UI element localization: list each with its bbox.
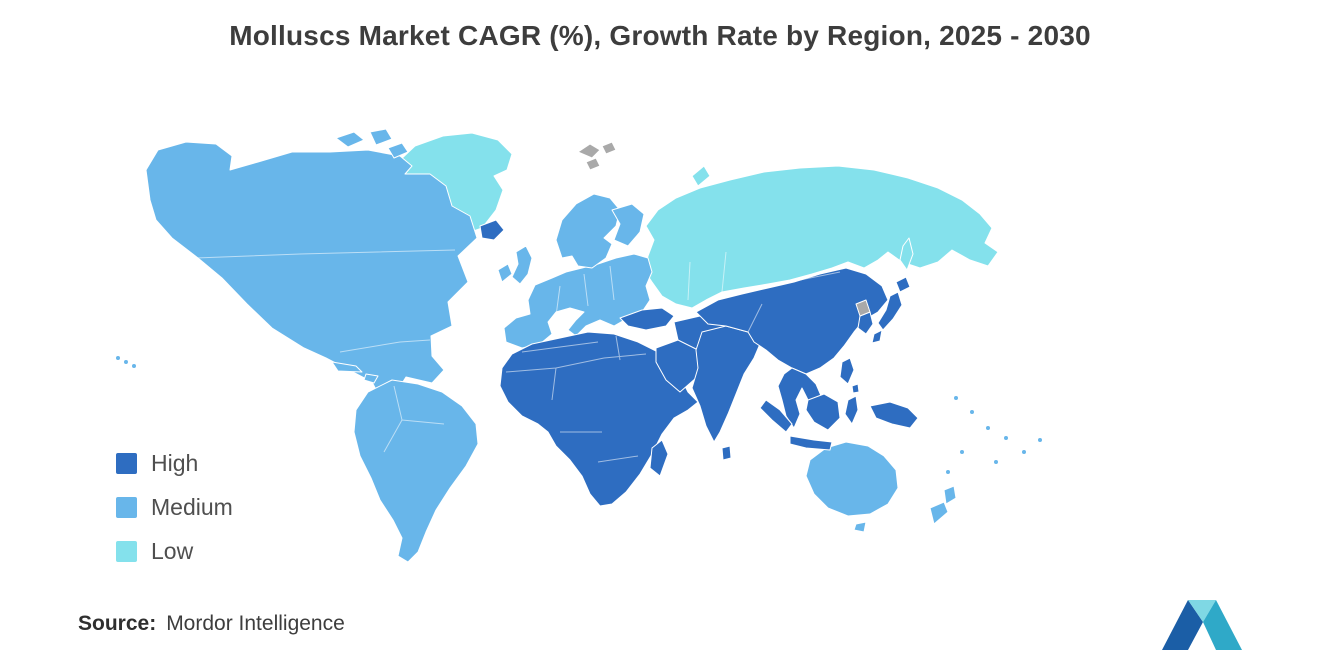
region-arctic-island-2	[369, 128, 393, 146]
region-sulawesi	[844, 395, 859, 425]
legend-label-medium: Medium	[151, 494, 233, 520]
region-iceland	[479, 219, 505, 241]
logo-left-shape	[1162, 600, 1203, 650]
island-dot	[946, 470, 950, 474]
region-svalbard-1	[577, 143, 601, 159]
island-dot	[986, 426, 990, 430]
region-japan-kyushu	[871, 329, 883, 344]
source-label: Source:	[78, 612, 157, 635]
region-philippines	[839, 357, 855, 385]
island-dot	[994, 460, 998, 464]
region-russia-cis	[643, 165, 999, 309]
island-dot	[1022, 450, 1026, 454]
legend-item-low: Low	[116, 538, 233, 565]
region-japan-honshu	[877, 291, 903, 331]
island-dot	[970, 410, 974, 414]
legend-label-low: Low	[151, 538, 194, 564]
region-north-korea	[855, 299, 871, 317]
region-japan-hokkaido	[895, 276, 911, 293]
region-finland	[611, 203, 645, 247]
region-sumatra	[759, 399, 793, 433]
legend-swatch-high	[116, 453, 137, 474]
region-novaya-zemlya	[691, 165, 711, 187]
region-india	[691, 325, 761, 443]
source-value: Mordor Intelligence	[166, 612, 345, 635]
logo-middle-shape	[1188, 600, 1216, 622]
region-new-guinea	[869, 401, 919, 429]
legend-item-high: High	[116, 450, 233, 477]
region-north-america	[145, 141, 478, 400]
region-cuba	[331, 361, 363, 373]
region-europe	[503, 253, 653, 349]
region-indochina	[777, 367, 823, 429]
pacific-islands	[116, 356, 1042, 474]
legend-swatch-medium	[116, 497, 137, 518]
map-legend: High Medium Low	[116, 450, 233, 582]
region-scandinavia	[555, 193, 621, 269]
island-dot	[1038, 438, 1042, 442]
mordor-intelligence-logo	[1158, 594, 1258, 659]
hawaii-dot	[116, 356, 120, 360]
region-turkey	[619, 307, 675, 331]
hawaii-dot	[124, 360, 128, 364]
legend-label-high: High	[151, 450, 199, 476]
region-hispaniola	[363, 373, 379, 384]
region-australia	[805, 441, 899, 517]
mordor-logo-mark	[1162, 600, 1242, 650]
region-arctic-island-3	[387, 142, 409, 159]
legend-swatch-low	[116, 541, 137, 562]
region-south-america	[353, 379, 479, 563]
puerto-rico-dot	[382, 376, 386, 380]
chart-title: Molluscs Market CAGR (%), Growth Rate by…	[229, 20, 1091, 51]
region-svalbard-2	[601, 141, 617, 155]
source-attribution: Source: Mordor Intelligence	[78, 612, 345, 636]
region-java	[789, 435, 833, 451]
region-china-east-asia	[695, 267, 889, 375]
region-sri-lanka	[721, 445, 732, 461]
region-sakhalin	[899, 237, 914, 271]
island-dot	[960, 450, 964, 454]
logo-right-shape	[1203, 600, 1242, 650]
region-borneo	[805, 393, 841, 431]
region-philippines-south	[851, 383, 860, 394]
region-new-zealand-north	[943, 485, 957, 505]
region-arctic-island-1	[335, 131, 365, 148]
region-united-kingdom	[511, 245, 533, 285]
island-dot	[1004, 436, 1008, 440]
hawaii-dot	[132, 364, 136, 368]
region-new-zealand-south	[929, 501, 949, 525]
region-madagascar	[649, 439, 669, 477]
region-svalbard-3	[585, 157, 601, 171]
region-ireland	[497, 263, 513, 283]
island-dot	[954, 396, 958, 400]
legend-item-medium: Medium	[116, 494, 233, 521]
region-tasmania	[853, 521, 867, 533]
country-borders	[195, 249, 841, 463]
